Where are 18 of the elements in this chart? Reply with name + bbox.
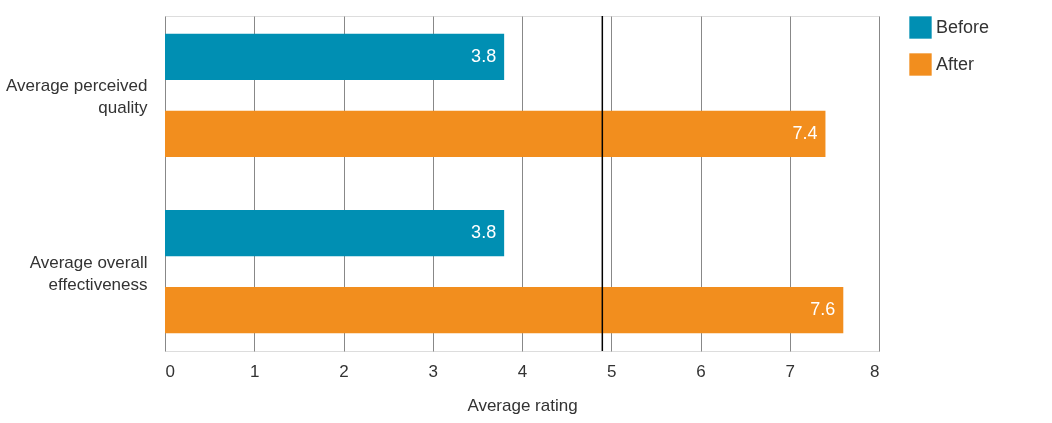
data-label: 3.8: [471, 45, 497, 66]
x-tick-label: 4: [517, 361, 528, 381]
x-tick-label: 0: [165, 361, 175, 381]
x-tick-label: 3: [428, 361, 438, 381]
y-tick-label: Average perceived quality: [6, 76, 148, 118]
data-label: 7.4: [792, 122, 818, 143]
x-tick-label: 2: [339, 361, 349, 381]
x-tick-label: 6: [696, 361, 706, 381]
x-tick-label: 1: [250, 361, 260, 381]
x-axis-title: Average rating: [467, 395, 578, 415]
data-label: 7.6: [810, 299, 836, 320]
legend-label: After: [936, 53, 975, 74]
data-label: 3.8: [471, 222, 497, 243]
legend-label: Before: [936, 16, 990, 37]
x-tick-label: 5: [607, 361, 617, 381]
y-tick-label: Average overall effectiveness: [29, 252, 148, 294]
x-tick-label: 8: [870, 361, 880, 381]
x-tick-label: 7: [785, 361, 795, 381]
